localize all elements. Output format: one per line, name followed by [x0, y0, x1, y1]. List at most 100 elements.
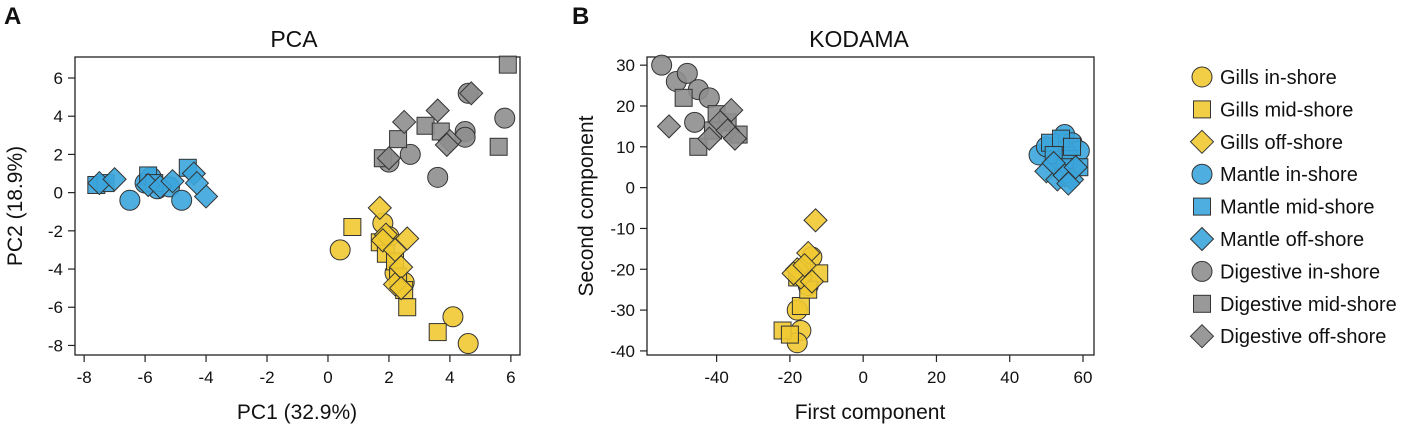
pca-x-tick-label: 4 — [445, 368, 454, 387]
kodama-x-axis-label: First component — [795, 401, 946, 424]
legend-swatch-gills-in — [1191, 66, 1213, 88]
kodama-axis-ticks: -40 -20 0 20 40 60 -40 -30 -20 -10 0 10 20 30 — [610, 56, 1092, 387]
kodama-y-tick-label: 10 — [616, 138, 635, 157]
legend-swatch-mantle-in — [1191, 163, 1213, 185]
pca-point-digestive-off — [434, 132, 460, 158]
legend: Gills in-shore Gills mid-shore Gills off-s… — [1189, 66, 1397, 349]
kodama-point-mantle-off — [1041, 150, 1066, 176]
panel-a: A PCA -8 -6 -4 -2 0 2 4 6 -8 -6 -4 -2 0 2 4 6 PC1 (32.9… — [4, 3, 521, 424]
legend-label-mantle-off: Mantle off-shore — [1220, 229, 1364, 251]
pca-point-digestive-mid — [489, 137, 508, 156]
kodama-point-digestive-mid — [674, 88, 693, 107]
kodama-point-mantle-off — [1056, 171, 1081, 196]
pca-y-tick-label: -4 — [48, 260, 63, 279]
pca-point-gills-in — [442, 306, 464, 328]
pca-data-points — [87, 55, 517, 355]
pca-x-tick-label: -6 — [138, 368, 153, 387]
pca-point-digestive-off — [391, 109, 417, 135]
kodama-point-digestive-off — [656, 114, 682, 139]
kodama-point-gills-mid — [791, 297, 810, 316]
pca-point-gills-mid — [428, 323, 447, 342]
kodama-y-tick-label: -40 — [610, 342, 635, 361]
pca-point-digestive-off — [376, 146, 402, 171]
pca-point-gills-mid — [398, 298, 417, 317]
kodama-y-tick-label: -30 — [610, 301, 635, 320]
pca-x-tick-label: 6 — [506, 368, 515, 387]
pca-y-tick-label: -8 — [48, 336, 63, 355]
kodama-x-tick-label: 20 — [927, 368, 946, 387]
pca-y-tick-label: 6 — [54, 69, 63, 88]
kodama-point-digestive-in — [676, 62, 698, 84]
kodama-point-gills-off — [803, 208, 828, 233]
kodama-point-digestive-in — [684, 111, 706, 133]
pca-point-digestive-off — [459, 81, 484, 106]
pca-point-gills-off — [367, 195, 393, 221]
kodama-x-tick-label: -20 — [778, 368, 803, 387]
pca-x-tick-label: -4 — [198, 368, 213, 387]
pca-point-digestive-off — [425, 98, 450, 123]
kodama-point-digestive-in — [651, 54, 673, 76]
pca-point-gills-in — [329, 239, 351, 261]
pca-point-digestive-mid — [498, 55, 517, 74]
kodama-y-tick-label: 20 — [616, 97, 635, 116]
legend-swatch-gills-off — [1189, 129, 1215, 155]
legend-swatch-mantle-mid — [1193, 197, 1211, 216]
kodama-y-axis-label: Second component — [575, 115, 598, 296]
legend-label-digestive-off: Digestive off-shore — [1220, 326, 1386, 348]
kodama-x-tick-label: -40 — [704, 368, 729, 387]
kodama-x-tick-label: 60 — [1074, 368, 1093, 387]
pca-y-tick-label: 2 — [54, 145, 63, 164]
pca-point-digestive-in — [427, 166, 449, 188]
legend-label-gills-in: Gills in-shore — [1220, 67, 1337, 89]
legend-label-digestive-in: Digestive in-shore — [1220, 261, 1380, 283]
kodama-point-digestive-off — [697, 126, 722, 151]
legend-label-digestive-mid: Digestive mid-shore — [1220, 294, 1397, 316]
pca-y-tick-label: 4 — [54, 107, 63, 126]
pca-point-mantle-off — [102, 167, 127, 192]
legend-swatch-gills-mid — [1193, 100, 1211, 119]
panel-letter-b: B — [572, 3, 589, 30]
kodama-point-digestive-in — [698, 87, 720, 109]
pca-title: PCA — [270, 26, 318, 52]
kodama-y-tick-label: 0 — [626, 179, 635, 198]
pca-point-mantle-off — [160, 168, 185, 194]
pca-plot-frame — [74, 56, 521, 356]
legend-swatch-digestive-off — [1189, 323, 1215, 349]
pca-x-tick-label: 2 — [384, 368, 393, 387]
kodama-y-tick-label: 30 — [616, 56, 635, 75]
kodama-y-tick-label: -10 — [610, 219, 635, 238]
legend-swatch-digestive-mid — [1193, 294, 1211, 313]
kodama-point-gills-off — [792, 252, 817, 278]
legend-swatch-digestive-in — [1191, 260, 1213, 282]
kodama-y-tick-label: -20 — [610, 260, 635, 279]
kodama-data-points — [651, 54, 1090, 354]
legend-label-gills-off: Gills off-shore — [1220, 132, 1343, 154]
legend-swatch-mantle-off — [1189, 226, 1215, 252]
legend-label-mantle-mid: Mantle mid-shore — [1220, 197, 1375, 219]
kodama-x-tick-label: 0 — [858, 368, 867, 387]
pca-point-gills-in — [457, 333, 479, 355]
pca-point-digestive-mid — [389, 130, 408, 149]
pca-point-digestive-mid — [416, 116, 435, 135]
pca-point-digestive-in — [399, 143, 421, 165]
kodama-point-digestive-off — [722, 126, 748, 151]
kodama-title: KODAMA — [809, 26, 909, 52]
pca-point-gills-mid — [343, 218, 362, 237]
kodama-plot-frame — [646, 56, 1095, 356]
kodama-x-tick-label: 40 — [1000, 368, 1019, 387]
pca-y-tick-label: -2 — [48, 222, 63, 241]
kodama-point-digestive-off — [719, 97, 744, 123]
legend-label-mantle-in: Mantle in-shore — [1220, 164, 1358, 186]
panel-letter-a: A — [4, 3, 21, 30]
pca-x-tick-label: 0 — [323, 368, 332, 387]
pca-x-tick-label: -2 — [259, 368, 274, 387]
pca-axis-ticks: -8 -6 -4 -2 0 2 4 6 -8 -6 -4 -2 0 2 4 6 — [48, 69, 516, 387]
pca-x-tick-label: -8 — [77, 368, 92, 387]
pca-y-tick-label: -6 — [48, 298, 63, 317]
pca-point-mantle-off — [184, 170, 210, 196]
pca-x-axis-label: PC1 (32.9%) — [237, 401, 357, 424]
pca-point-mantle-in — [171, 189, 193, 211]
pca-point-mantle-in — [119, 189, 141, 211]
legend-label-gills-mid: Gills mid-shore — [1220, 99, 1353, 121]
